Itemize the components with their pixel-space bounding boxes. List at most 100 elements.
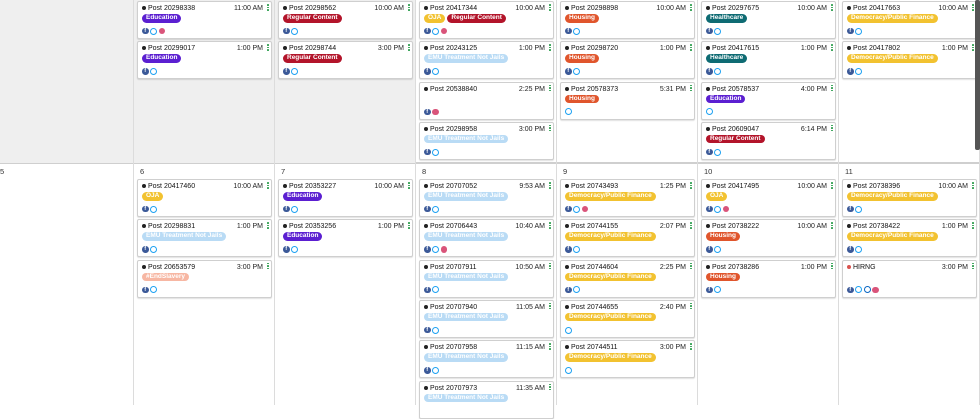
more-options-icon[interactable] <box>831 262 833 271</box>
vertical-scrollbar[interactable] <box>975 0 980 150</box>
more-options-icon[interactable] <box>267 262 269 271</box>
post-card[interactable]: Post 20353256 1:00 PM Education f <box>278 219 413 258</box>
post-card[interactable]: Post 20744155 2:07 PM Democracy/Public Fin… <box>560 219 695 258</box>
more-options-icon[interactable] <box>549 383 551 392</box>
post-card[interactable]: Post 20298720 1:00 PM Housing f <box>560 41 695 80</box>
post-title[interactable]: Post 20609047 <box>706 126 759 133</box>
post-title[interactable]: Post 20706443 <box>424 223 477 230</box>
day-cell[interactable] <box>416 0 557 163</box>
more-options-icon[interactable] <box>549 4 551 12</box>
more-options-icon[interactable] <box>267 4 269 12</box>
post-card[interactable]: Post 20706443 10:40 AM EMU Treatment Not J… <box>419 219 554 258</box>
post-title[interactable]: Post 20744604 <box>565 264 618 271</box>
more-options-icon[interactable] <box>549 84 551 93</box>
day-cell[interactable] <box>416 163 557 405</box>
post-title[interactable]: Post 20297675 <box>706 5 759 12</box>
more-options-icon[interactable] <box>690 262 692 271</box>
more-options-icon[interactable] <box>690 84 692 93</box>
day-cell[interactable] <box>557 0 698 163</box>
post-card[interactable]: Post 20707973 11:35 AM EMU Treatment Not J… <box>419 380 554 419</box>
post-title[interactable]: Post 20738222 <box>706 223 759 230</box>
post-title[interactable]: Post 20298562 <box>283 5 336 12</box>
post-card[interactable]: Post 20538840 2:25 PM f <box>419 81 554 120</box>
post-title[interactable]: Post 20417663 <box>847 5 900 12</box>
more-options-icon[interactable] <box>408 222 410 230</box>
more-options-icon[interactable] <box>831 124 833 133</box>
more-options-icon[interactable] <box>831 84 833 93</box>
more-options-icon[interactable] <box>267 222 269 230</box>
post-title[interactable]: Post 20744155 <box>565 223 618 230</box>
post-card[interactable]: Post 20707911 10:50 AM EMU Treatment Not J… <box>419 259 554 298</box>
post-title[interactable]: Post 20299017 <box>142 45 195 52</box>
post-card[interactable]: Post 20417460 10:00 AM OJA f <box>137 179 272 217</box>
post-title[interactable]: Post 20738396 <box>847 183 900 190</box>
more-options-icon[interactable] <box>549 44 551 52</box>
more-options-icon[interactable] <box>408 4 410 12</box>
post-title[interactable]: Post 20298338 <box>142 5 195 12</box>
more-options-icon[interactable] <box>831 182 833 190</box>
post-card[interactable]: Post 20743493 1:25 PM Democracy/Public Fin… <box>560 179 695 217</box>
more-options-icon[interactable] <box>690 302 692 311</box>
post-card[interactable]: Post 20417615 1:00 PM Healthcare f <box>701 41 836 80</box>
post-title[interactable]: Post 20417802 <box>847 45 900 52</box>
more-options-icon[interactable] <box>408 182 410 190</box>
post-card[interactable]: Post 20298338 11:00 AM Education f <box>137 1 272 39</box>
more-options-icon[interactable] <box>549 302 551 311</box>
post-card[interactable]: Post 20578537 4:00 PM Education <box>701 81 836 120</box>
post-title[interactable]: Post 20743493 <box>565 183 618 190</box>
more-options-icon[interactable] <box>831 44 833 52</box>
more-options-icon[interactable] <box>549 124 551 133</box>
post-title[interactable]: Post 20417344 <box>424 5 477 12</box>
post-card[interactable]: Post 20738396 10:00 AM Democracy/Public Fi… <box>842 179 977 217</box>
day-cell[interactable] <box>698 0 839 163</box>
post-title[interactable]: Post 20298958 <box>424 126 477 133</box>
post-title[interactable]: Post 20707958 <box>424 344 477 351</box>
post-card[interactable]: Post 20707940 11:05 AM EMU Treatment Not J… <box>419 299 554 338</box>
post-card[interactable]: Post 20578373 5:31 PM Housing <box>560 81 695 120</box>
more-options-icon[interactable] <box>690 4 692 12</box>
post-card[interactable]: Post 20299017 1:00 PM Education f <box>137 41 272 80</box>
post-title[interactable]: Post 20738422 <box>847 223 900 230</box>
more-options-icon[interactable] <box>549 222 551 230</box>
post-card[interactable]: Post 20417802 1:00 PM Democracy/Public Fin… <box>842 41 977 80</box>
post-card[interactable]: Post 20298831 1:00 PM EMU Treatment Not Ja… <box>137 219 272 258</box>
day-cell[interactable] <box>698 163 839 405</box>
more-options-icon[interactable] <box>831 4 833 12</box>
more-options-icon[interactable] <box>690 44 692 52</box>
post-title[interactable]: Post 20707911 <box>424 264 477 271</box>
post-title[interactable]: Post 20538840 <box>424 86 477 93</box>
post-title[interactable]: Post 20298744 <box>283 45 336 52</box>
post-card[interactable]: Post 20738286 1:00 PM Housing f <box>701 259 836 298</box>
post-title[interactable]: Post 20353227 <box>283 183 336 190</box>
more-options-icon[interactable] <box>267 182 269 190</box>
post-card[interactable]: Post 20707958 11:15 AM EMU Treatment Not J… <box>419 340 554 379</box>
more-options-icon[interactable] <box>549 343 551 351</box>
post-card[interactable]: Post 20417495 10:00 AM OJA f <box>701 179 836 217</box>
more-options-icon[interactable] <box>972 44 974 52</box>
post-card[interactable]: Post 20707052 9:53 AM EMU Treatment Not Ja… <box>419 179 554 217</box>
post-card[interactable]: Post 20297675 10:00 AM Healthcare f <box>701 1 836 39</box>
post-title[interactable]: Post 20578537 <box>706 86 759 93</box>
post-title[interactable]: HIRNG <box>847 264 876 271</box>
more-options-icon[interactable] <box>972 182 974 190</box>
post-title[interactable]: Post 20417460 <box>142 183 195 190</box>
day-cell[interactable] <box>0 163 134 405</box>
post-title[interactable]: Post 20744511 <box>565 344 618 351</box>
post-title[interactable]: Post 20707052 <box>424 183 477 190</box>
post-title[interactable]: Post 20298831 <box>142 223 195 230</box>
post-title[interactable]: Post 20243125 <box>424 45 477 52</box>
post-title[interactable]: Post 20653579 <box>142 264 195 271</box>
post-card[interactable]: Post 20417663 10:00 AM Democracy/Public Fi… <box>842 1 977 39</box>
post-card[interactable]: HIRNG 3:00 PM f <box>842 259 977 298</box>
day-cell[interactable] <box>0 0 134 163</box>
post-card[interactable]: Post 20243125 1:00 PM EMU Treatment Not Ja… <box>419 41 554 80</box>
post-card[interactable]: Post 20609047 6:14 PM Regular Content f <box>701 121 836 160</box>
post-card[interactable]: Post 20298898 10:00 AM Housing f <box>560 1 695 39</box>
day-cell[interactable] <box>275 163 416 405</box>
more-options-icon[interactable] <box>549 262 551 271</box>
post-card[interactable]: Post 20417344 10:00 AM OJA Regular Content f <box>419 1 554 39</box>
post-title[interactable]: Post 20417615 <box>706 45 759 52</box>
day-cell[interactable] <box>134 163 275 405</box>
post-title[interactable]: Post 20707973 <box>424 385 477 392</box>
post-title[interactable]: Post 20738286 <box>706 264 759 271</box>
